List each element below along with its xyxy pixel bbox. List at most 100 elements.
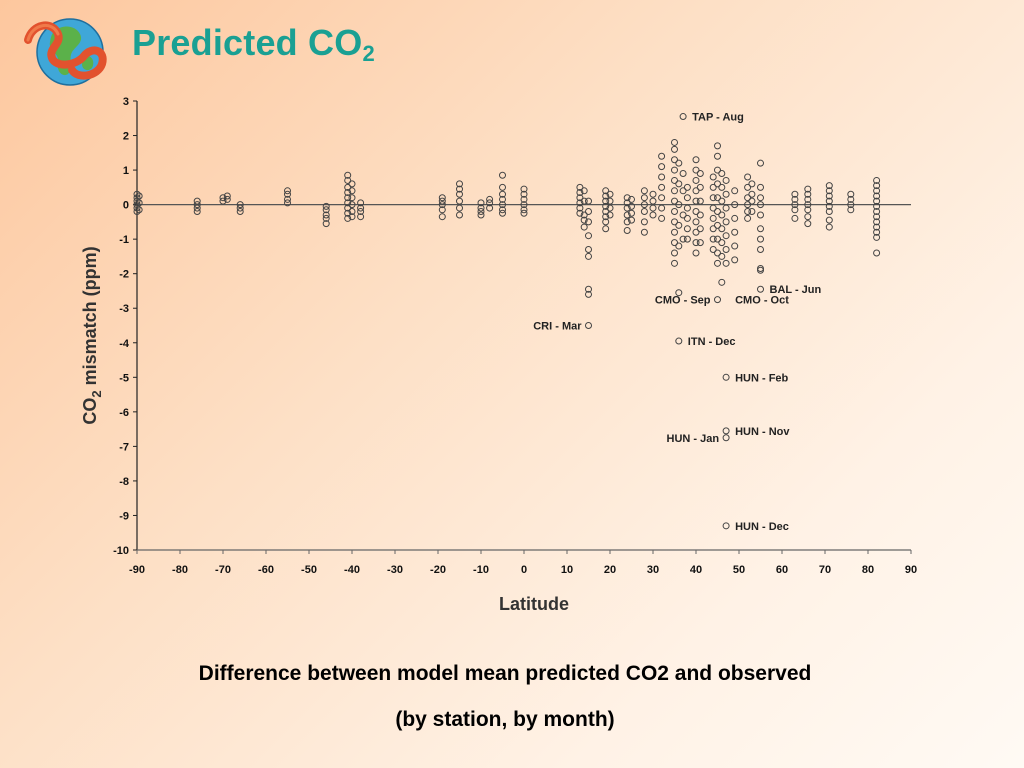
data-point [456,211,463,219]
data-point [714,152,721,160]
data-point [236,208,244,216]
data-point [873,208,881,216]
data-point [804,195,812,203]
data-point [193,197,201,205]
data-point [825,192,833,200]
data-point [585,232,592,240]
data-point [714,249,721,257]
data-point [499,190,506,198]
data-point [692,228,700,236]
data-point [679,170,687,178]
data-point [744,194,752,202]
data-point [602,208,610,216]
data-point [348,194,356,202]
data-point [357,213,365,221]
data-point [623,199,631,207]
data-point [671,259,678,267]
x-tick-label: 90 [905,564,917,576]
data-point [580,197,588,205]
data-point [804,206,812,214]
data-point [675,180,683,188]
data-point [658,152,666,160]
data-point [718,170,726,178]
data-point [847,190,855,198]
data-point [722,190,730,198]
data-point [499,201,506,209]
data-point [284,187,291,195]
data-point [671,187,678,195]
data-point [718,183,726,191]
data-point [322,211,330,219]
data-point [722,427,730,435]
data-point [219,194,227,202]
data-point [731,256,739,264]
x-tick-label: -60 [258,564,274,576]
data-point [692,239,700,247]
data-point [679,187,687,195]
data-point [606,197,614,205]
annotation-label: CRI - Mar [533,321,582,333]
data-point [193,208,201,216]
data-point [628,216,635,224]
data-point [748,197,756,205]
data-point [718,239,726,247]
data-point [438,201,446,209]
data-point [477,199,485,207]
data-point [193,204,201,212]
data-point [692,197,700,205]
data-point [580,211,588,219]
data-point [709,235,717,243]
data-point [576,199,584,207]
title-subscript: 2 [362,41,375,66]
data-point [714,142,721,150]
data-point [640,194,648,202]
data-point [477,211,485,219]
data-point [357,204,365,212]
data-point [873,202,881,210]
x-tick-label: 40 [690,564,702,576]
data-point [623,204,631,212]
x-tick-label: 30 [647,564,659,576]
data-point [714,166,721,174]
data-point [236,201,244,209]
data-point [585,208,592,216]
x-tick-label: -20 [430,564,446,576]
caption-line-1: Difference between model mean predicted … [198,662,812,685]
y-axis-label: CO2 mismatch (ppm) [80,246,104,424]
data-point [696,170,704,178]
y-tick-label: -2 [119,269,129,281]
data-point [722,246,730,254]
data-point [757,159,764,167]
data-point [133,190,141,198]
data-point [748,190,756,198]
data-point [344,209,352,217]
data-point [585,218,592,226]
data-points [133,113,881,530]
data-point [709,225,717,233]
data-point [722,373,730,381]
data-point [628,202,635,210]
y-tick-label: 3 [123,96,129,108]
data-point [847,195,855,203]
annotation-label: ITN - Dec [688,336,736,348]
data-point [284,199,291,207]
data-point [348,213,356,221]
data-point [135,199,143,207]
annotation-label: HUN - Jan [667,433,720,445]
data-point [585,246,592,254]
data-point [873,192,881,200]
data-point [456,204,463,212]
data-point [722,434,730,442]
data-point [757,201,764,209]
data-point [671,239,678,247]
data-point [284,190,291,198]
data-point [344,171,352,179]
data-point [757,266,764,274]
y-tick-label: -7 [119,441,129,453]
data-point [658,173,666,181]
data-point [714,208,721,216]
data-point [791,190,799,198]
x-axis-ticks: -90 -80 -70 -60 -50 -40 -30 -20 -10 0 10 20 30 40 50 60… [129,550,917,576]
data-point [709,173,717,181]
data-point [671,176,678,184]
